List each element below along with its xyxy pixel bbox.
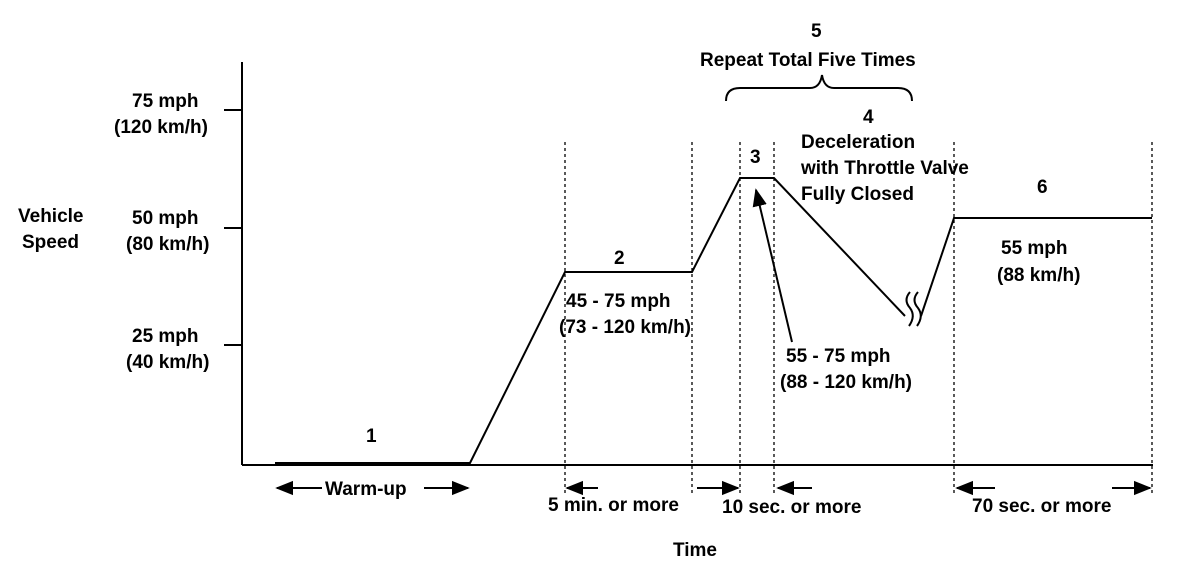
tick-label-75-kmh: (120 km/h) <box>114 117 208 138</box>
step-1-label: 1 <box>366 426 377 447</box>
tick-label-25-kmh: (40 km/h) <box>126 352 209 373</box>
step2-duration-label: 5 min. or more <box>548 495 679 516</box>
step-6-label: 6 <box>1037 177 1048 198</box>
tick-label-75-mph: 75 mph <box>132 91 199 112</box>
tick-label-25-mph: 25 mph <box>132 326 199 347</box>
tick-label-50-kmh: (80 km/h) <box>126 234 209 255</box>
speed-profile <box>275 177 906 464</box>
y-axis-title-line1: Vehicle <box>18 206 84 227</box>
decel-note-line2: with Throttle Valve <box>800 158 969 179</box>
step3-pointer-arrow <box>752 188 793 343</box>
break-mark-right <box>913 291 922 327</box>
step3-speed-kmh: (88 - 120 km/h) <box>780 372 912 393</box>
step-4-label: 4 <box>863 107 874 128</box>
step3-speed-mph: 55 - 75 mph <box>786 346 891 367</box>
step6-speed-mph: 55 mph <box>1001 238 1068 259</box>
step6-speed-kmh: (88 km/h) <box>997 265 1080 286</box>
x-axis-title: Time <box>673 540 717 561</box>
break-mark-left <box>905 291 914 327</box>
decel-note-line3: Fully Closed <box>801 184 914 205</box>
repeat-note: Repeat Total Five Times <box>700 50 916 71</box>
step-5-label: 5 <box>811 21 822 42</box>
step2-speed-mph: 45 - 75 mph <box>566 291 671 312</box>
repeat-brace <box>725 74 913 102</box>
step6-duration-label: 70 sec. or more <box>972 496 1111 517</box>
speed-profile-step6 <box>920 217 1152 317</box>
step-2-label: 2 <box>614 248 625 269</box>
step3-duration-label: 10 sec. or more <box>722 497 861 518</box>
step2-speed-kmh: (73 - 120 km/h) <box>559 317 691 338</box>
tick-label-50-mph: 50 mph <box>132 208 199 229</box>
y-axis-title-line2: Speed <box>22 232 79 253</box>
step-3-label: 3 <box>750 147 761 168</box>
warmup-label: Warm-up <box>325 479 407 500</box>
decel-note-line1: Deceleration <box>801 132 915 153</box>
